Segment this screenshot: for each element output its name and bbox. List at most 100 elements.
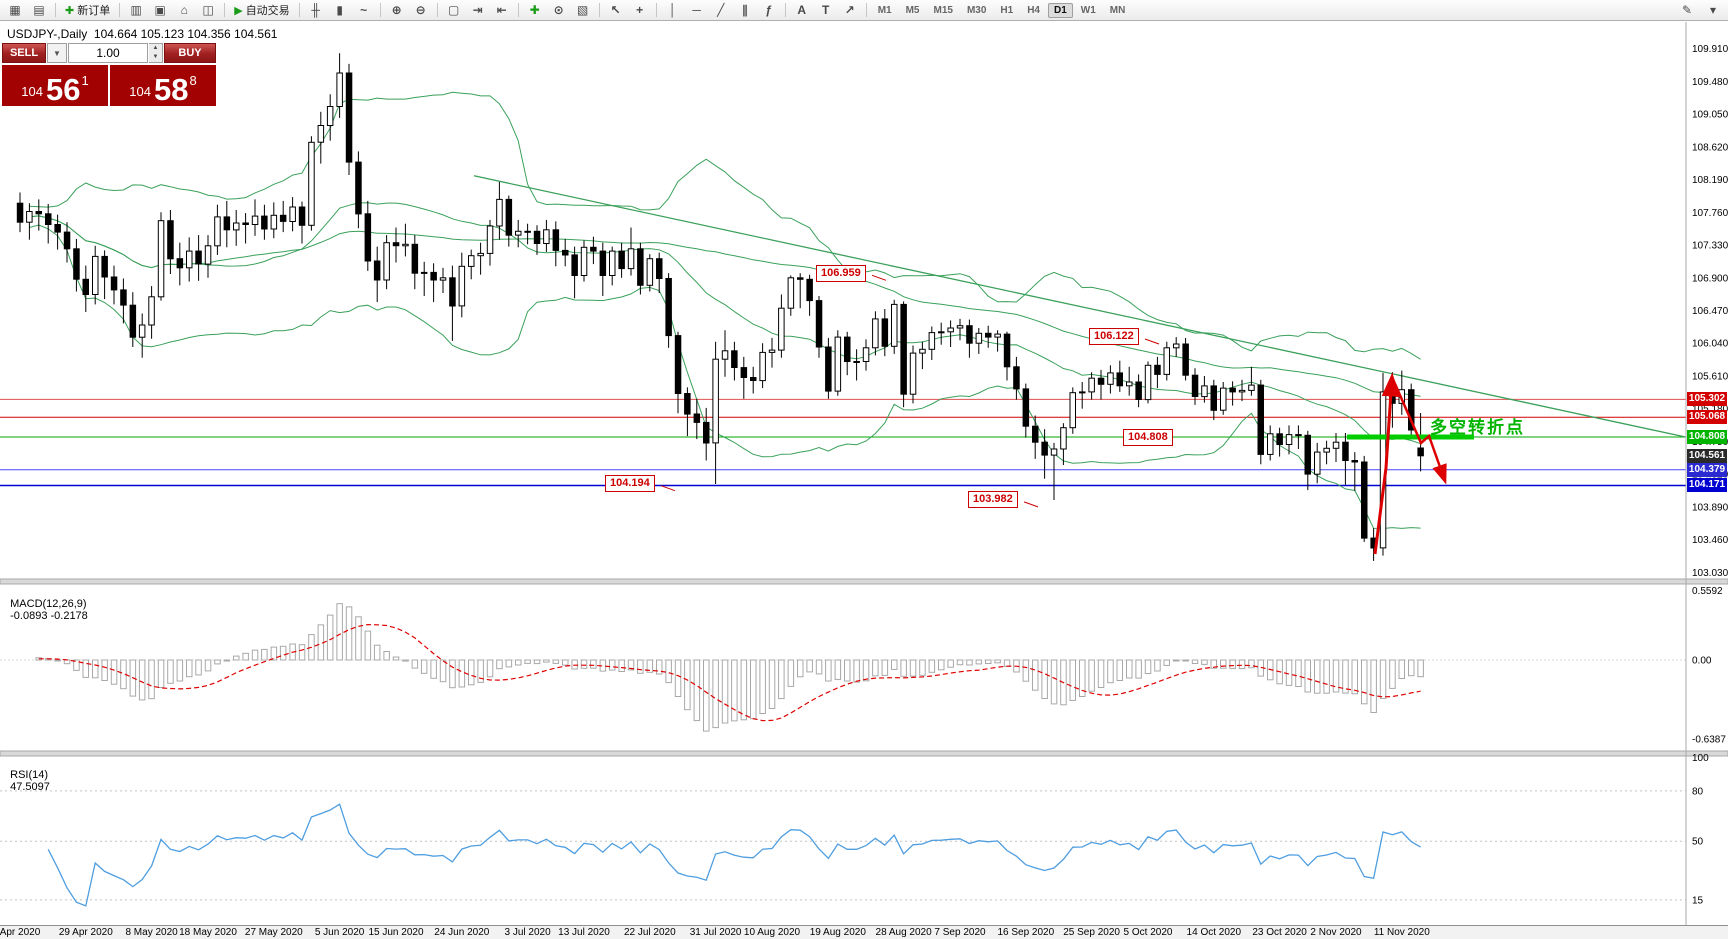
auto-scroll-icon: ⇥ xyxy=(472,3,483,17)
rsi-value: 47.5097 xyxy=(10,781,50,793)
toolbar-right-group: ✎ ▾ xyxy=(1676,2,1724,19)
timeframe-mn[interactable]: MN xyxy=(1109,4,1126,16)
indicators-icon[interactable]: ✚ xyxy=(524,2,546,19)
axis-price-label[interactable]: 104.808 xyxy=(1687,430,1727,444)
date-tick-label: 24 Jun 2020 xyxy=(434,927,490,938)
data-window-icon[interactable]: ▣ xyxy=(149,2,171,19)
buy-button[interactable]: BUY xyxy=(164,43,216,63)
market-watch-icon[interactable]: ▥ xyxy=(125,2,147,19)
horizontal-line-icon[interactable]: ─ xyxy=(686,2,708,19)
crosshair-icon[interactable]: + xyxy=(629,2,651,19)
vertical-line-icon[interactable]: │ xyxy=(662,2,684,19)
chart-shift-icon[interactable]: ⇤ xyxy=(491,2,513,19)
price-callout[interactable]: 104.808 xyxy=(1123,429,1173,446)
date-axis[interactable]: Apr 2020 29 Apr 2020 8 May 2020 18 May 2020… xyxy=(0,925,1728,939)
rsi-header: RSI(14) 47.5097 xyxy=(4,757,50,793)
toolbar-menu-icon[interactable]: ▾ xyxy=(1702,2,1724,19)
arrows-icon[interactable]: ↗ xyxy=(839,2,861,19)
text-icon[interactable]: A xyxy=(791,2,813,19)
rsi-scale-label: 50 xyxy=(1692,837,1704,848)
edit-icon[interactable]: ✎ xyxy=(1676,2,1698,19)
stepper-up-icon[interactable]: ▲ xyxy=(152,45,159,51)
axis-price-label[interactable]: 104.171 xyxy=(1687,478,1727,492)
timeframe-m5[interactable]: M5 xyxy=(905,4,920,16)
axis-price-label[interactable]: 105.068 xyxy=(1687,410,1727,424)
timeframe-m1[interactable]: M1 xyxy=(877,4,892,16)
date-tick-label: 16 Sep 2020 xyxy=(997,927,1055,938)
order-type-dropdown[interactable]: ▼ xyxy=(47,43,67,63)
rsi-level-lines xyxy=(0,790,1686,901)
price-tick-label: 108.190 xyxy=(1692,175,1728,186)
tile-windows-icon[interactable]: ▢ xyxy=(443,2,465,19)
terminal-icon[interactable]: ◫ xyxy=(197,2,219,19)
callout-leaders xyxy=(660,274,1160,508)
zoom-in-icon[interactable]: ⊕ xyxy=(386,2,408,19)
date-tick-label: 10 Aug 2020 xyxy=(743,927,801,938)
descending-trendline[interactable] xyxy=(473,175,1686,438)
line-chart-icon[interactable]: ~ xyxy=(353,2,375,19)
date-tick-label: 27 May 2020 xyxy=(244,927,303,938)
fibonacci-icon: ƒ xyxy=(765,3,773,17)
date-tick-label: 7 Sep 2020 xyxy=(934,927,986,938)
zoom-out-icon: ⊖ xyxy=(415,3,426,17)
date-tick-label: 22 Jul 2020 xyxy=(623,927,676,938)
zoom-in-icon: ⊕ xyxy=(391,3,402,17)
autotrading-button[interactable]: ▶ 自动交易 xyxy=(230,2,293,19)
drawn-arrows[interactable] xyxy=(1373,372,1447,555)
new-order-button[interactable]: ✚ 新订单 xyxy=(61,2,114,19)
horizontal-line-icon: ─ xyxy=(692,3,701,17)
price-tick-label: 105.610 xyxy=(1692,372,1728,383)
lot-size-stepper[interactable]: ▲ ▼ xyxy=(149,43,163,63)
macd-scale-label: 0.00 xyxy=(1692,656,1712,667)
auto-scroll-icon[interactable]: ⇥ xyxy=(467,2,489,19)
navigator-icon[interactable]: ⌂ xyxy=(173,2,195,19)
timeframe-d1[interactable]: D1 xyxy=(1048,2,1073,18)
axis-price-label[interactable]: 105.302 xyxy=(1687,392,1727,406)
chart-profiles-icon[interactable]: ▤ xyxy=(28,2,50,19)
sell-button[interactable]: SELL xyxy=(2,43,46,63)
new-chart-icon[interactable]: ▦ xyxy=(4,2,26,19)
chart-shift-icon: ⇤ xyxy=(496,3,507,17)
price-tick-label: 106.470 xyxy=(1692,306,1728,317)
candlestick-chart-icon[interactable]: ▮ xyxy=(329,2,351,19)
fibonacci-icon[interactable]: ƒ xyxy=(758,2,780,19)
stepper-down-icon[interactable]: ▼ xyxy=(152,54,159,60)
price-tick-label: 106.900 xyxy=(1692,273,1728,284)
buy-price-pip: 8 xyxy=(189,73,197,88)
lot-size-input[interactable]: 1.00 xyxy=(68,43,148,63)
date-tick-label: 2 Nov 2020 xyxy=(1310,927,1362,938)
trendline-icon[interactable]: ╱ xyxy=(710,2,732,19)
timeframe-h4[interactable]: H4 xyxy=(1027,4,1040,16)
text-label-icon[interactable]: T xyxy=(815,2,837,19)
timeframe-w1[interactable]: W1 xyxy=(1080,4,1096,16)
cursor-icon[interactable]: ↖ xyxy=(605,2,627,19)
sell-price-figure: 104 xyxy=(21,84,43,99)
price-callout[interactable]: 104.194 xyxy=(605,475,655,492)
date-tick-label: Apr 2020 xyxy=(0,927,41,938)
pane-separators[interactable] xyxy=(0,578,1728,757)
channel-icon[interactable]: ∥ xyxy=(734,2,756,19)
price-tick-label: 103.030 xyxy=(1692,568,1728,579)
toolbar-separator xyxy=(784,3,786,17)
bar-chart-icon[interactable]: ╫ xyxy=(305,2,327,19)
axis-price-label[interactable]: 104.379 xyxy=(1687,463,1727,477)
date-tick-label: 13 Jul 2020 xyxy=(558,927,610,938)
periods-icon[interactable]: ⊙ xyxy=(548,2,570,19)
sell-price-box[interactable]: 104 56 1 xyxy=(2,65,108,106)
channel-icon: ∥ xyxy=(741,3,748,17)
turning-point-annotation[interactable]: 多空转折点 xyxy=(1430,418,1525,437)
buy-price-box[interactable]: 104 58 8 xyxy=(110,65,216,106)
macd-scale-label: 0.5592 xyxy=(1692,586,1723,597)
timeframe-m15[interactable]: M15 xyxy=(933,4,953,16)
zoom-out-icon[interactable]: ⊖ xyxy=(410,2,432,19)
new-order-button-label: 新订单 xyxy=(77,5,111,17)
price-callout[interactable]: 106.959 xyxy=(816,265,866,282)
date-tick-label: 14 Oct 2020 xyxy=(1186,927,1242,938)
current-price-label[interactable]: 104.561 xyxy=(1687,449,1727,463)
timeframe-h1[interactable]: H1 xyxy=(1000,4,1014,16)
timeframe-m30[interactable]: M30 xyxy=(966,4,987,16)
price-callout[interactable]: 103.982 xyxy=(968,491,1018,508)
price-callout[interactable]: 106.122 xyxy=(1089,328,1139,345)
templates-icon[interactable]: ▧ xyxy=(572,2,594,19)
